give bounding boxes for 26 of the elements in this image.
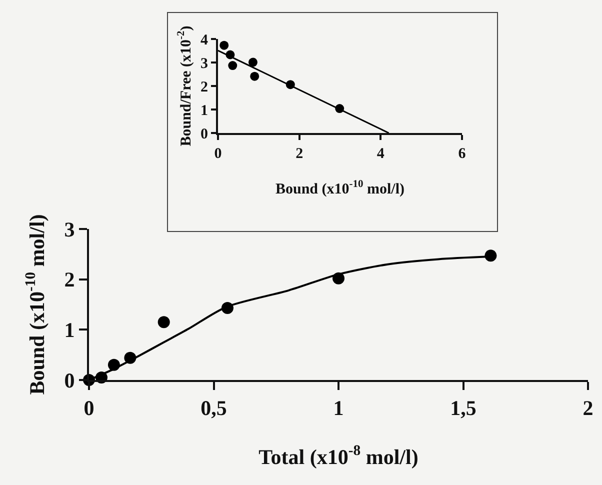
y-tick-label: 1 <box>200 102 208 119</box>
y-tick-label: 3 <box>64 217 75 242</box>
x-tick-label: 0 <box>84 396 94 420</box>
x-tick-label: 2 <box>582 396 594 420</box>
x-tick-label: 0,5 <box>200 396 227 420</box>
y-tick-label: 2 <box>64 268 75 292</box>
x-axis-title: Bound (x10$^{-10}$ mol/l) <box>275 179 405 198</box>
x-tick-label: 0 <box>214 146 222 162</box>
y-tick-label: 1 <box>64 318 75 342</box>
y-tick-label: 3 <box>200 56 208 72</box>
y-tick-label: 0 <box>64 368 75 392</box>
x-tick-label: 2 <box>296 146 304 162</box>
y-tick-label: 2 <box>200 79 208 96</box>
x-tick-label: 6 <box>458 146 466 162</box>
point <box>250 72 260 81</box>
point <box>158 316 170 328</box>
point <box>220 40 229 50</box>
x-tick-label: 4 <box>376 146 385 162</box>
point <box>484 250 497 262</box>
x-axis-title: Total (x10$^{-8}$ mol/l) <box>258 443 418 469</box>
y-tick-label: 0 <box>200 126 208 142</box>
y-tick-label: 4 <box>200 32 208 48</box>
x-tick-label: 1,5 <box>450 396 476 420</box>
x-tick-label: 1 <box>333 396 344 420</box>
point <box>228 61 238 70</box>
point <box>248 58 258 67</box>
